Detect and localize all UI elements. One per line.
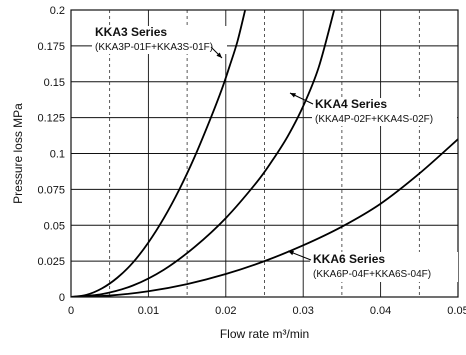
series-sublabel-kka3: (KKA3P-01F+KKA3S-01F) [95,42,213,53]
leader-arrowhead [288,250,294,256]
y-tick-label: 0.125 [37,113,65,125]
annotation-backdrop [310,252,458,282]
y-tick-label: 0.175 [37,41,65,53]
x-tick-label: 0.05 [447,305,466,317]
x-tick-label: 0.02 [215,305,236,317]
series-line-kka6 [71,138,458,297]
y-axis-title: Pressure loss MPa [11,103,25,204]
y-tick-label: 0 [59,292,65,304]
series-label-kka4: KKA4 Series [315,97,387,111]
leader-arrowhead [216,52,222,58]
plot-frame [70,9,459,298]
x-axis-title: Flow rate m³/min [220,327,309,341]
x-tick-label: 0.03 [292,305,313,317]
series-line-kka3 [71,10,247,297]
series-label-kka6: KKA6 Series [313,252,385,266]
grid [71,10,458,297]
y-tick-label: 0.025 [37,256,65,268]
annotation-backdrop [312,98,457,126]
y-tick-label: 0.2 [50,5,65,17]
series-sublabel-kka4: (KKA4P-02F+KKA4S-02F) [315,114,433,125]
x-tick-label: 0 [68,305,74,317]
series-label-kka3: KKA3 Series [95,25,167,39]
y-tick-label: 0.15 [44,77,65,89]
x-tick-label: 0.01 [138,305,159,317]
series-lines [71,10,458,297]
y-tick-label: 0.075 [37,184,65,196]
annotation-backdrop [92,26,227,54]
tick-labels: 0 0.01 0.02 0.03 0.04 0.05 0 0.025 0.05 0.075 0.1 0… [37,5,466,317]
series-sublabel-kka6: (KKA6P-04F+KKA6S-04F) [313,269,431,280]
leader-arrowhead [290,93,296,98]
series-annotations: KKA3 Series (KKA3P-01F+KKA3S-01F) KKA4 Ser… [92,25,458,282]
y-tick-label: 0.1 [50,149,65,161]
series-line-kka4 [71,10,336,297]
x-tick-label: 0.04 [370,305,391,317]
y-tick-label: 0.05 [44,220,65,232]
